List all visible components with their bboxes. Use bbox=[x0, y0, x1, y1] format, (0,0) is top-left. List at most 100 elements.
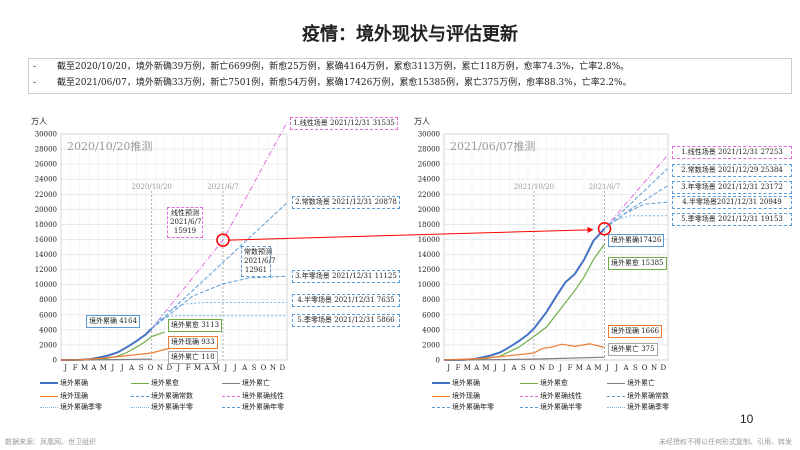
y-tick-label: 26000 bbox=[418, 161, 440, 169]
x-tick-label: J bbox=[63, 364, 67, 372]
x-tick-label: D bbox=[279, 364, 285, 372]
legend-item: 境外累愈 bbox=[520, 378, 568, 388]
legend-swatch bbox=[131, 395, 149, 397]
legend-swatch bbox=[131, 406, 149, 408]
y-axis-label: 万人 bbox=[31, 117, 47, 126]
x-tick-label: J bbox=[110, 364, 114, 372]
callout-quarter-zero-scenario: 5.季零场景 2021/12/31 5866 bbox=[292, 314, 400, 327]
legend-label: 境外累确年零 bbox=[242, 403, 284, 411]
series-line-境外累确季零 bbox=[604, 215, 668, 230]
x-tick-label: F bbox=[186, 364, 191, 372]
legend-swatch bbox=[131, 382, 149, 384]
series-line-境外累确季零 bbox=[151, 315, 287, 329]
chart-1: 0 2000 4000 6000 8000 10000 12000 14000 16000 180… bbox=[31, 117, 288, 372]
y-tick-label: 26000 bbox=[35, 161, 57, 169]
y-tick-label: 8000 bbox=[39, 296, 57, 304]
legend-label: 境外累确线性 bbox=[242, 392, 284, 400]
x-tick-label: S bbox=[139, 364, 144, 372]
y-tick-label: 30000 bbox=[418, 131, 440, 139]
legend-swatch bbox=[222, 395, 240, 397]
legend-swatch bbox=[607, 395, 625, 397]
legend-swatch bbox=[222, 382, 240, 384]
y-tick-label: 24000 bbox=[35, 176, 57, 184]
x-tick-label: J bbox=[502, 364, 506, 372]
legend-swatch bbox=[432, 395, 450, 397]
legend-swatch bbox=[40, 395, 58, 397]
callout-deaths: 境外累亡 118 bbox=[168, 351, 218, 364]
chart-watermark-title: 2021/06/07推测 bbox=[450, 139, 535, 153]
legend-item: 境外累亡 bbox=[607, 378, 655, 388]
legend-item: 境外累确半零 bbox=[520, 402, 582, 412]
callout-constant-forecast: 常数预测 2021/6/7 12961 bbox=[241, 246, 275, 277]
x-tick-label: F bbox=[456, 364, 461, 372]
x-tick-label: O bbox=[642, 364, 648, 372]
x-tick-label: M bbox=[213, 364, 220, 372]
legend-label: 境外累确常数 bbox=[151, 392, 193, 400]
x-tick-label: N bbox=[270, 364, 276, 372]
series-line-境外累确线性 bbox=[151, 122, 288, 329]
legend-label: 境外累确年零 bbox=[452, 403, 494, 411]
y-tick-label: 28000 bbox=[418, 146, 440, 154]
x-tick-label: O bbox=[530, 364, 536, 372]
y-tick-label: 4000 bbox=[39, 326, 57, 334]
x-tick-label: S bbox=[633, 364, 638, 372]
series-line-境外累确 bbox=[61, 327, 153, 361]
legend-label: 境外现确 bbox=[452, 392, 480, 400]
y-tick-label: 20000 bbox=[35, 206, 57, 214]
y-tick-label: 2000 bbox=[422, 341, 440, 349]
y-tick-label: 10000 bbox=[35, 281, 57, 289]
y-tick-label: 6000 bbox=[422, 311, 440, 319]
data-source: 数据来源：凤凰网、世卫组织 bbox=[5, 438, 96, 446]
callout-deaths: 境外累亡 375 bbox=[608, 343, 658, 356]
x-tick-label: D bbox=[166, 364, 172, 372]
x-tick-label: M bbox=[576, 364, 583, 372]
summary-line: - 截至2021/06/07，境外新确33万例，新亡7501例，新愈54万例，累确… bbox=[33, 78, 632, 88]
legend-item: 境外现确 bbox=[40, 391, 88, 401]
x-tick-label: M bbox=[100, 364, 107, 372]
y-tick-label: 16000 bbox=[418, 236, 440, 244]
x-tick-label: S bbox=[521, 364, 526, 372]
legend-swatch bbox=[222, 406, 240, 408]
callout-active: 境外现确 933 bbox=[168, 336, 218, 349]
callout-confirmed: 境外累确 4164 bbox=[86, 315, 141, 328]
x-tick-label: O bbox=[261, 364, 267, 372]
x-tick-label: O bbox=[148, 364, 154, 372]
series-line-境外累确常数 bbox=[604, 168, 668, 230]
callout-recovered: 境外累愈 15385 bbox=[608, 257, 667, 270]
callout-half-zero-scenario: 4.半零场景2021/12/31 20949 bbox=[672, 196, 792, 209]
callout-year-zero-scenario: 3.年零场景 2021/12/31 23172 bbox=[672, 181, 792, 194]
y-axis-label: 万人 bbox=[414, 117, 430, 126]
y-tick-label: 20000 bbox=[418, 206, 440, 214]
legend-item: 境外累确季零 bbox=[607, 402, 669, 412]
x-tick-label: M bbox=[464, 364, 471, 372]
series-line-境外累确年零 bbox=[151, 275, 288, 329]
series-line-境外现确 bbox=[443, 343, 605, 361]
legend-label: 境外累亡 bbox=[242, 379, 270, 387]
callout-recovered: 境外累愈 3113 bbox=[168, 319, 223, 332]
callout-linear-scenario: 1.线性场景 2021/12/31 31535 bbox=[290, 117, 398, 130]
chart-watermark-title: 2020/10/20推测 bbox=[67, 139, 152, 153]
x-tick-label: J bbox=[605, 364, 609, 372]
reference-line-label: 2021/6/7 bbox=[207, 183, 238, 191]
x-tick-label: J bbox=[614, 364, 618, 372]
y-tick-label: 30000 bbox=[35, 131, 57, 139]
legend-label: 境外累确季零 bbox=[60, 403, 102, 411]
y-tick-label: 2000 bbox=[39, 341, 57, 349]
page-number: 10 bbox=[740, 412, 754, 426]
legend-swatch bbox=[432, 382, 450, 384]
callout-linear-forecast: 线性预测 2021/6/7 15919 bbox=[167, 207, 203, 238]
summary-box: - 截至2020/10/20，境外新确39万例，新亡6699例，新愈25万例，累确… bbox=[28, 58, 792, 94]
x-tick-label: J bbox=[176, 364, 180, 372]
legend-swatch bbox=[520, 395, 538, 397]
y-tick-label: 14000 bbox=[418, 251, 440, 259]
y-tick-label: 6000 bbox=[39, 311, 57, 319]
x-tick-label: F bbox=[568, 364, 573, 372]
callout-year-zero-scenario: 3.年零场景 2021/12/31 11125 bbox=[292, 270, 400, 283]
summary-line: - 截至2020/10/20，境外新确39万例，新亡6699例，新愈25万例，累确… bbox=[33, 62, 630, 72]
x-tick-label: N bbox=[157, 364, 163, 372]
y-tick-label: 18000 bbox=[418, 221, 440, 229]
y-tick-label: 16000 bbox=[35, 236, 57, 244]
series-line-境外累亡 bbox=[443, 356, 605, 361]
callout-linear-scenario: 1.线性场景 2021/12/31 27253 bbox=[672, 146, 792, 159]
